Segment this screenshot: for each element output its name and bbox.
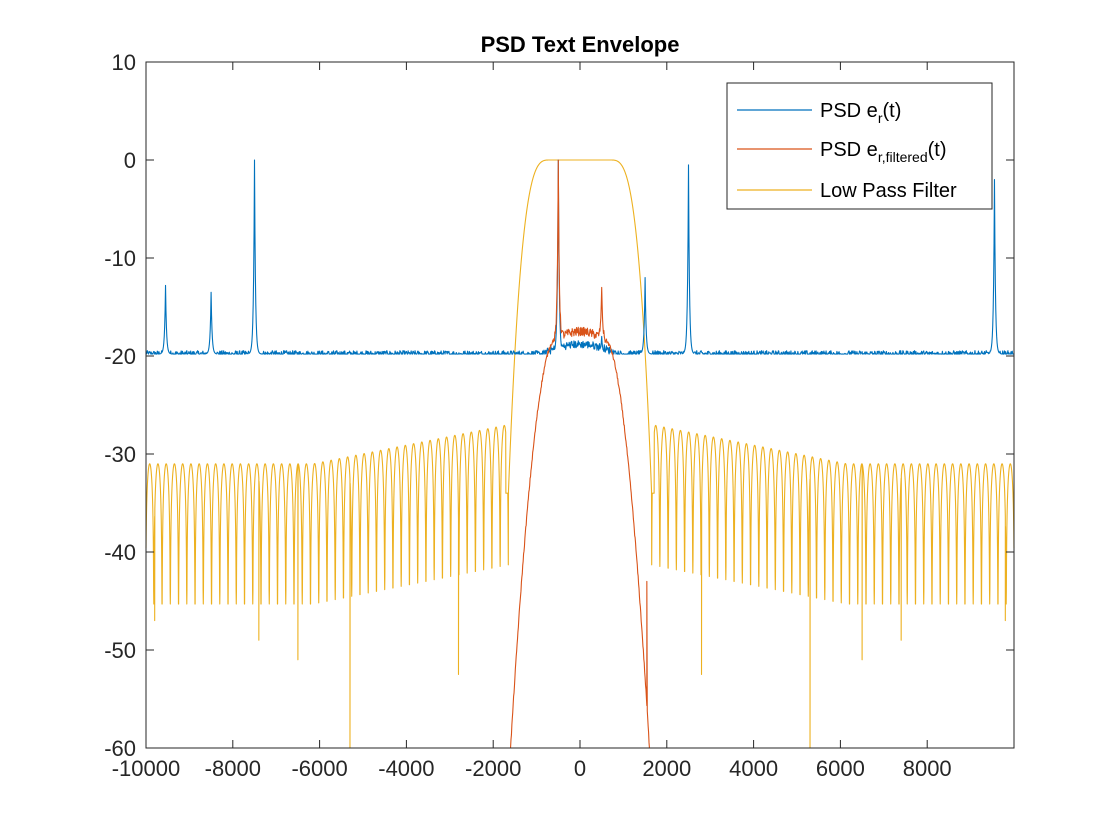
x-tick-label: 8000 [903, 756, 952, 781]
y-axis: 10 0 -10 -20 -30 -40 -50 -60 [104, 50, 1014, 761]
legend-label-psd_er: PSD er(t) [820, 100, 901, 126]
y-tick-label: 0 [124, 148, 136, 173]
x-tick-label: 0 [574, 756, 586, 781]
x-tick-label: -4000 [378, 756, 434, 781]
legend-label-psd_er_filtered: PSD er,filtered(t) [820, 139, 947, 165]
x-tick-label: 6000 [816, 756, 865, 781]
y-tick-label: -50 [104, 638, 136, 663]
lines-layer [145, 159, 1015, 749]
y-tick-label: 10 [112, 50, 136, 75]
chart-title: PSD Text Envelope [481, 32, 680, 57]
x-tick-label: 2000 [642, 756, 691, 781]
y-tick-label: -60 [104, 736, 136, 761]
legend-label-low_pass_filter: Low Pass Filter [820, 180, 957, 202]
x-tick-label: -8000 [205, 756, 261, 781]
x-tick-label: -6000 [291, 756, 347, 781]
y-tick-label: -30 [104, 442, 136, 467]
series-line-psd-er-filtered [510, 159, 650, 749]
x-axis: -10000 -8000 -6000 -4000 -2000 0 2000 4000 6000 8… [112, 62, 952, 781]
legend-box [726, 82, 993, 210]
x-tick-label: 4000 [729, 756, 778, 781]
y-tick-label: -40 [104, 540, 136, 565]
legend: PSD er(t) PSD er,filtered(t) Low Pass Filt… [726, 82, 993, 210]
series-line-low-pass-filter [145, 159, 1015, 749]
y-tick-label: -20 [104, 344, 136, 369]
y-tick-label: -10 [104, 246, 136, 271]
x-tick-label: -10000 [112, 756, 181, 781]
series-line-psd-er [145, 159, 1015, 355]
x-tick-label: -2000 [465, 756, 521, 781]
